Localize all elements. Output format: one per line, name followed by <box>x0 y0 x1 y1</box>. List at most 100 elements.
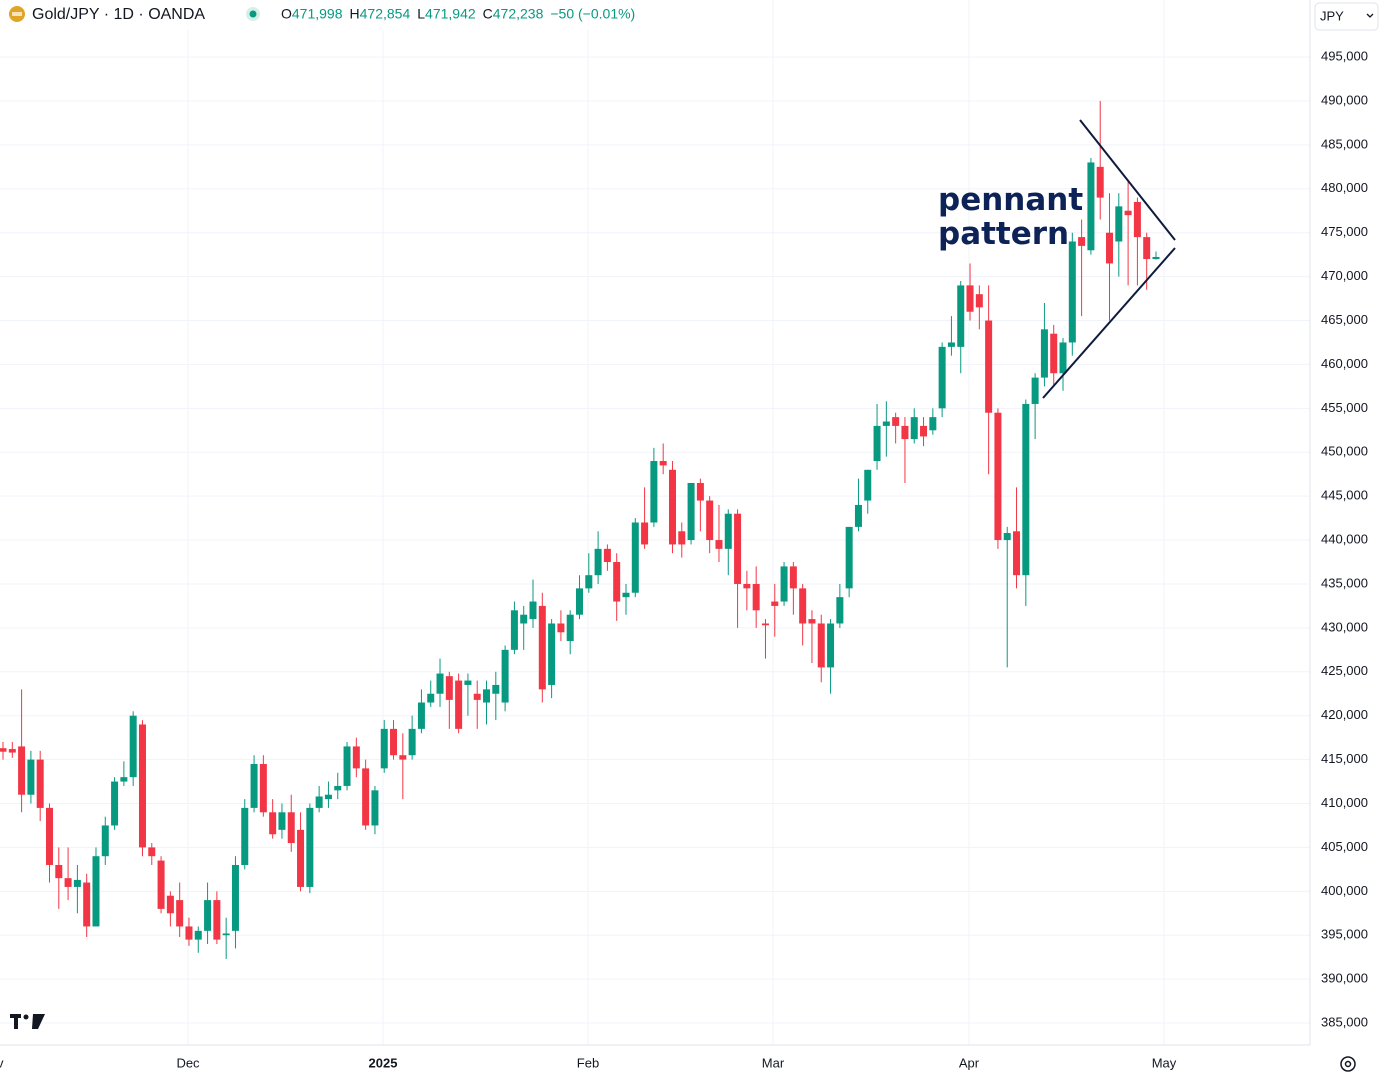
quote-change: −50 (−0.01%) <box>550 6 635 22</box>
candle-body <box>641 522 649 545</box>
candle-body <box>938 346 946 409</box>
symbol: Gold/JPY · 1D · OANDA <box>32 6 205 23</box>
candle-body <box>269 812 277 835</box>
candle-body <box>408 728 416 756</box>
candle-body <box>1143 237 1151 260</box>
quote-label: L <box>417 6 425 22</box>
candle-body <box>166 895 174 914</box>
candle-body <box>613 562 621 602</box>
candle-body <box>1059 342 1067 374</box>
quote-value: 471,942 <box>425 6 476 22</box>
candle-body <box>129 715 137 778</box>
candle-body <box>111 781 119 826</box>
candle-body <box>213 900 221 940</box>
pennant-upper-line <box>1079 119 1176 241</box>
candle-body <box>1003 533 1011 541</box>
candle-body <box>231 864 239 931</box>
candle-body <box>854 504 862 527</box>
candle-body <box>836 597 844 624</box>
candle-body <box>83 882 91 927</box>
candle-body <box>473 693 481 700</box>
settings-icon[interactable] <box>1340 1056 1356 1072</box>
candle-body <box>1106 232 1114 264</box>
candle-body <box>910 417 918 440</box>
candle-body <box>157 860 165 909</box>
candle-body <box>250 763 258 808</box>
candle-body <box>352 746 360 769</box>
y-tick-label: 395,000 <box>1321 927 1368 942</box>
currency: JPY <box>1320 8 1344 23</box>
candle-body <box>380 728 388 769</box>
quote-value: 472,238 <box>493 6 544 22</box>
candle-body <box>678 531 686 545</box>
candle-body <box>120 777 128 782</box>
candle-body <box>427 693 435 703</box>
candle-body <box>808 619 816 624</box>
annotation: pennant <box>938 182 1083 218</box>
candle-body <box>929 417 937 431</box>
candle-body <box>668 469 676 545</box>
y-tick-label: 495,000 <box>1321 49 1368 64</box>
candle-body <box>45 807 53 865</box>
candles <box>0 100 1160 959</box>
candle-body <box>0 748 7 752</box>
y-tick-label: 450,000 <box>1321 444 1368 459</box>
y-tick-label: 485,000 <box>1321 136 1368 151</box>
candle-body <box>734 513 742 584</box>
price-axis: 385,000 390,000 395,000 400,000 405,000 410,0… <box>1321 49 1368 1030</box>
candle-body <box>1013 531 1021 576</box>
candle-body <box>585 575 593 589</box>
candle-body <box>194 930 202 940</box>
candle-body <box>845 526 853 589</box>
candle-body <box>864 469 872 501</box>
status-dot <box>249 10 257 18</box>
candle-body <box>259 763 267 813</box>
currency-button[interactable] <box>1314 2 1379 31</box>
candle-body <box>64 878 72 887</box>
candle-body <box>1068 241 1076 343</box>
candle-body <box>659 461 667 466</box>
candle-body <box>1124 210 1132 216</box>
candle-body <box>1078 237 1086 246</box>
candle-body <box>761 623 769 626</box>
candle-body <box>390 728 398 756</box>
y-tick-label: 415,000 <box>1321 751 1368 766</box>
candle-body <box>324 794 332 800</box>
candle-body <box>148 847 156 857</box>
candle-body <box>947 342 955 347</box>
candle-body <box>557 623 565 633</box>
pennant-lower-line <box>1042 247 1176 399</box>
y-tick-label: 445,000 <box>1321 488 1368 503</box>
y-tick-label: 385,000 <box>1321 1014 1368 1029</box>
candle-body <box>1115 206 1123 242</box>
x-tick-label: May <box>1152 1055 1177 1070</box>
candle-body <box>975 294 983 308</box>
candle-body <box>501 649 509 703</box>
y-tick-label: 475,000 <box>1321 224 1368 239</box>
candle-body <box>520 614 528 624</box>
y-tick-label: 420,000 <box>1321 707 1368 722</box>
candle-body <box>650 461 658 523</box>
candle-body <box>743 583 751 589</box>
quote: O 471,998 H 472,854 L 471,942 C 472,238 −50 (−0.… <box>281 6 635 22</box>
candle-body <box>576 588 583 615</box>
candle-body <box>780 566 788 602</box>
settings-icon-core <box>1344 1060 1352 1068</box>
y-tick-label: 460,000 <box>1321 356 1368 371</box>
annotation: pattern <box>938 216 1069 252</box>
candle-body <box>985 320 993 413</box>
logo-part <box>23 1014 29 1020</box>
candle-body <box>445 676 453 700</box>
y-tick-label: 465,000 <box>1321 312 1368 327</box>
candle-body <box>594 548 602 576</box>
candle-body <box>287 812 295 844</box>
candle-body <box>371 790 379 826</box>
candle-body <box>55 864 63 879</box>
candle-body <box>176 900 184 927</box>
y-tick-label: 405,000 <box>1321 839 1368 854</box>
candle-body <box>492 684 500 694</box>
y-tick-label: 410,000 <box>1321 795 1368 810</box>
x-tick-label: Feb <box>577 1055 599 1070</box>
candle-body <box>966 285 974 312</box>
